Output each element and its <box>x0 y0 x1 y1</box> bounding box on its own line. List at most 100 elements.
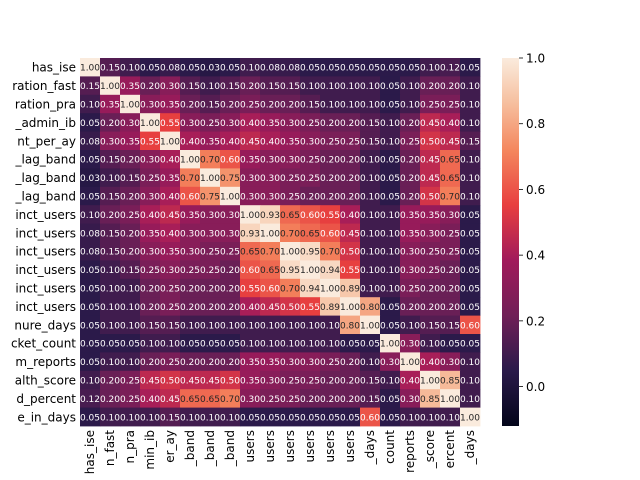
heatmap-cell <box>260 76 281 96</box>
cell-value-label: 0.10 <box>460 395 480 405</box>
heatmap-cell <box>180 58 201 77</box>
heatmap-cell <box>460 370 481 390</box>
heatmap-cell <box>220 242 241 261</box>
cell-value-label: 0.10 <box>460 358 480 368</box>
cell-value-label: 0.35 <box>420 211 440 221</box>
cell-value-label: 0.20 <box>420 285 440 295</box>
cell-value-label: 0.10 <box>140 340 160 350</box>
heatmap-cell <box>380 58 401 77</box>
cell-value-label: 0.30 <box>180 119 200 129</box>
cell-value-label: 0.10 <box>440 413 460 423</box>
heatmap-cell <box>440 242 461 261</box>
cell-value-label: 0.10 <box>200 82 220 92</box>
x-tick-label: count <box>383 430 397 464</box>
cell-value-label: 0.15 <box>120 174 140 184</box>
cell-value-label: 0.10 <box>140 413 160 423</box>
heatmap-cell <box>280 76 301 96</box>
cell-value-label: 0.15 <box>160 413 180 423</box>
heatmap-cell <box>180 94 201 114</box>
cell-value-label: 0.95 <box>300 248 320 258</box>
cell-value-label: 0.15 <box>100 193 120 203</box>
heatmap-cell <box>200 297 221 316</box>
cell-value-label: 0.20 <box>440 285 460 295</box>
heatmap-cell <box>300 113 321 132</box>
heatmap-cell <box>260 334 281 353</box>
cell-value-label: 0.20 <box>180 285 200 295</box>
heatmap-cell <box>380 370 401 390</box>
cell-value-label: 0.05 <box>140 64 160 74</box>
y-tick-label: nure_days <box>14 318 76 332</box>
cell-value-label: 0.30 <box>140 156 160 166</box>
cell-value-label: 0.40 <box>440 119 460 129</box>
cell-value-label: 0.25 <box>440 248 460 258</box>
heatmap-cell <box>100 131 121 151</box>
cell-value-label: 0.25 <box>240 101 260 111</box>
cell-value-label: 1.00 <box>320 285 340 295</box>
cell-value-label: 0.05 <box>200 340 220 350</box>
cell-value-label: 0.05 <box>220 340 240 350</box>
heatmap-cell <box>360 168 381 188</box>
cell-value-label: 0.50 <box>420 137 440 147</box>
cell-value-label: 0.15 <box>100 156 120 166</box>
heatmap-cell <box>400 94 421 114</box>
cell-value-label: 0.10 <box>460 82 480 92</box>
cell-value-label: 0.15 <box>200 101 220 111</box>
heatmap-cell <box>400 131 421 151</box>
cell-value-label: 0.70 <box>260 248 280 258</box>
cell-value-label: 0.10 <box>360 193 380 203</box>
cell-value-label: 0.30 <box>400 340 420 350</box>
heatmap-cell <box>420 94 441 114</box>
cell-value-label: 0.20 <box>120 229 140 239</box>
cell-value-label: 0.30 <box>140 248 160 258</box>
cell-value-label: 0.30 <box>260 193 280 203</box>
heatmap-cell <box>400 168 421 188</box>
heatmap-cell <box>120 407 141 427</box>
cell-value-label: 1.00 <box>340 303 360 313</box>
cell-value-label: 0.30 <box>240 174 260 184</box>
heatmap-cell <box>440 370 461 390</box>
heatmap-cell <box>140 113 161 132</box>
heatmap-cell <box>380 297 401 316</box>
heatmap-cell <box>120 297 141 316</box>
cell-value-label: 0.89 <box>320 303 340 313</box>
cell-value-label: 1.00 <box>240 211 260 221</box>
cell-value-label: 0.10 <box>380 229 400 239</box>
cell-value-label: 0.10 <box>240 64 260 74</box>
heatmap-cell <box>380 94 401 114</box>
heatmap-cell <box>140 315 161 335</box>
heatmap-cell <box>300 315 321 335</box>
cell-value-label: 0.05 <box>380 156 400 166</box>
x-tick-label: has_ise <box>83 430 97 474</box>
cell-value-label: 0.55 <box>320 211 340 221</box>
y-tick-labels: has_ise ration_fast ration_pra _admin_ib nt_… <box>11 61 76 425</box>
colorbar-tick-label: 1.0 <box>526 52 545 66</box>
cell-value-label: 0.10 <box>300 82 320 92</box>
heatmap-cell <box>340 260 361 280</box>
cell-value-label: 0.10 <box>380 211 400 221</box>
cell-value-label: 0.05 <box>80 413 100 423</box>
cell-value-label: 0.80 <box>360 303 380 313</box>
cell-value-label: 0.20 <box>140 285 160 295</box>
heatmap-cell <box>260 94 281 114</box>
heatmap-cell <box>140 131 161 151</box>
cell-value-label: 0.20 <box>220 101 240 111</box>
cell-value-label: 0.94 <box>300 285 320 295</box>
cell-value-label: 0.65 <box>440 156 460 166</box>
heatmap-cell <box>400 315 421 335</box>
heatmap-cell <box>400 223 421 243</box>
heatmap-cell <box>440 58 461 77</box>
cell-value-label: 0.05 <box>460 248 480 258</box>
heatmap-cell <box>320 278 341 298</box>
heatmap-cell <box>120 389 141 408</box>
heatmap-cell <box>100 407 121 427</box>
cell-annotations: 1.00 0.15 0.10 0.05 0.08 0.05 0.03 0.05 0.10 0.08… <box>80 64 480 424</box>
cell-value-label: 0.05 <box>80 156 100 166</box>
heatmap-cell <box>140 352 161 372</box>
heatmap-cell <box>440 168 461 188</box>
heatmap-cell <box>280 223 301 243</box>
cell-value-label: 0.10 <box>240 321 260 331</box>
x-tick-label: _band <box>223 430 237 467</box>
colorbar <box>502 58 519 426</box>
heatmap-cell <box>200 260 221 280</box>
heatmap-cell <box>400 76 421 96</box>
